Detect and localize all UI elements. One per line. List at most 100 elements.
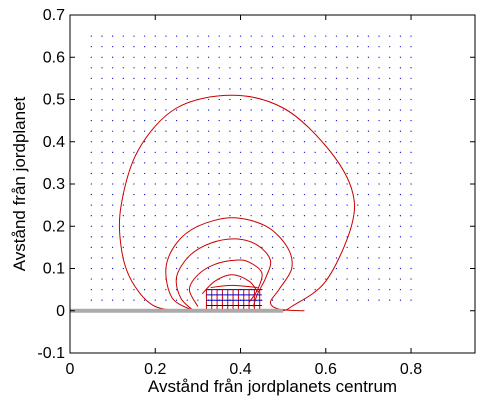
vector-arrow: [325, 214, 327, 217]
vector-arrow: [410, 88, 412, 90]
vector-arrow: [282, 267, 284, 270]
vector-arrow: [314, 225, 316, 228]
vector-arrow: [122, 109, 125, 111]
vector-arrow: [271, 267, 274, 270]
contour-line: [210, 284, 258, 288]
vector-arrow: [378, 151, 380, 154]
vector-arrow: [356, 130, 359, 132]
vector-arrow: [378, 88, 380, 90]
contour-line: [118, 94, 356, 312]
vector-arrow: [303, 183, 306, 185]
vector-arrow: [335, 193, 338, 196]
vector-arrow: [282, 225, 284, 227]
vector-arrow: [378, 225, 380, 228]
vector-arrow: [399, 193, 402, 196]
vector-arrow: [388, 193, 391, 196]
vector-arrow: [143, 236, 146, 238]
vector-arrow: [346, 246, 348, 249]
vector-arrow: [378, 236, 380, 238]
vector-arrow: [122, 225, 125, 228]
vector-arrow: [303, 151, 306, 154]
vector-arrow: [122, 130, 125, 132]
vector-arrow: [314, 162, 316, 164]
vector-arrow: [90, 56, 93, 58]
vector-arrow: [133, 98, 135, 101]
vector-arrow: [303, 214, 306, 217]
vector-arrow: [154, 246, 157, 249]
vector-arrow: [346, 67, 348, 69]
vector-arrow: [90, 151, 93, 154]
vector-arrow: [325, 151, 327, 154]
vector-arrow: [293, 246, 295, 249]
vector-arrow: [410, 214, 412, 217]
vector-arrow: [356, 88, 359, 90]
vector-arrow: [303, 246, 306, 249]
vector-arrow: [303, 267, 306, 270]
vector-arrow: [346, 77, 348, 80]
vector-arrow: [101, 246, 103, 249]
vector-arrow: [367, 45, 370, 48]
vector-arrow: [335, 119, 338, 122]
vector-arrow: [346, 204, 348, 206]
vector-arrow: [122, 172, 125, 175]
vector-arrow: [346, 98, 348, 101]
vector-arrow: [388, 88, 391, 90]
vector-arrow: [143, 246, 146, 249]
vector-arrow: [101, 236, 103, 238]
vector-arrow: [143, 151, 146, 154]
vector-arrow: [357, 56, 359, 58]
vector-arrow: [399, 67, 402, 69]
vector-arrow: [282, 214, 284, 217]
vector-arrow: [165, 204, 167, 206]
vector-arrow: [346, 88, 348, 90]
vector-arrow: [367, 246, 370, 249]
vector-arrow: [293, 172, 295, 175]
vector-arrow: [335, 172, 338, 175]
vector-arrow: [378, 109, 380, 111]
y-axis: -0.1 0 0.1 0.2 0.3 0.4 0.5 0.6 0.7: [37, 7, 475, 362]
vector-arrow: [154, 267, 156, 270]
vector-arrow: [282, 257, 284, 259]
vector-arrow: [90, 225, 93, 228]
vector-arrow: [133, 183, 135, 185]
contour-lines: [118, 94, 356, 312]
vector-arrow: [399, 162, 402, 164]
vector-arrow: [356, 193, 359, 196]
contour-line: [175, 238, 272, 312]
vector-arrow: [346, 56, 348, 58]
vector-arrow: [111, 214, 114, 217]
vector-arrow: [399, 214, 402, 217]
vector-arrow: [101, 88, 103, 90]
vector-arrow: [356, 67, 359, 69]
vector-arrow: [165, 236, 167, 238]
vector-arrow: [325, 225, 327, 228]
contour-line: [165, 217, 305, 312]
vector-arrow: [282, 236, 284, 238]
vector-arrow: [197, 278, 199, 280]
vector-arrow: [90, 204, 93, 206]
vector-arrow: [111, 88, 114, 90]
vector-arrow: [388, 204, 391, 206]
vector-arrow: [133, 236, 135, 238]
vector-arrow: [399, 56, 402, 58]
vector-arrow: [111, 67, 114, 69]
vector-arrow: [111, 162, 114, 164]
vector-arrow: [388, 119, 391, 122]
vector-arrow: [378, 183, 380, 185]
vector-arrow: [346, 140, 348, 143]
vector-arrow: [101, 225, 103, 228]
vector-arrow: [357, 236, 359, 238]
vector-arrow: [122, 151, 125, 154]
vector-arrow: [90, 130, 93, 132]
vector-arrow: [378, 162, 380, 164]
vector-arrow: [133, 246, 135, 249]
vector-arrow: [90, 88, 93, 90]
vector-arrow: [367, 162, 370, 164]
vector-arrow: [399, 119, 402, 122]
vector-arrow: [378, 35, 380, 37]
vector-arrow: [346, 214, 348, 217]
vector-arrow: [399, 98, 402, 101]
vector-arrow: [378, 119, 380, 122]
vector-arrow: [335, 204, 338, 206]
vector-arrow: [303, 172, 306, 175]
